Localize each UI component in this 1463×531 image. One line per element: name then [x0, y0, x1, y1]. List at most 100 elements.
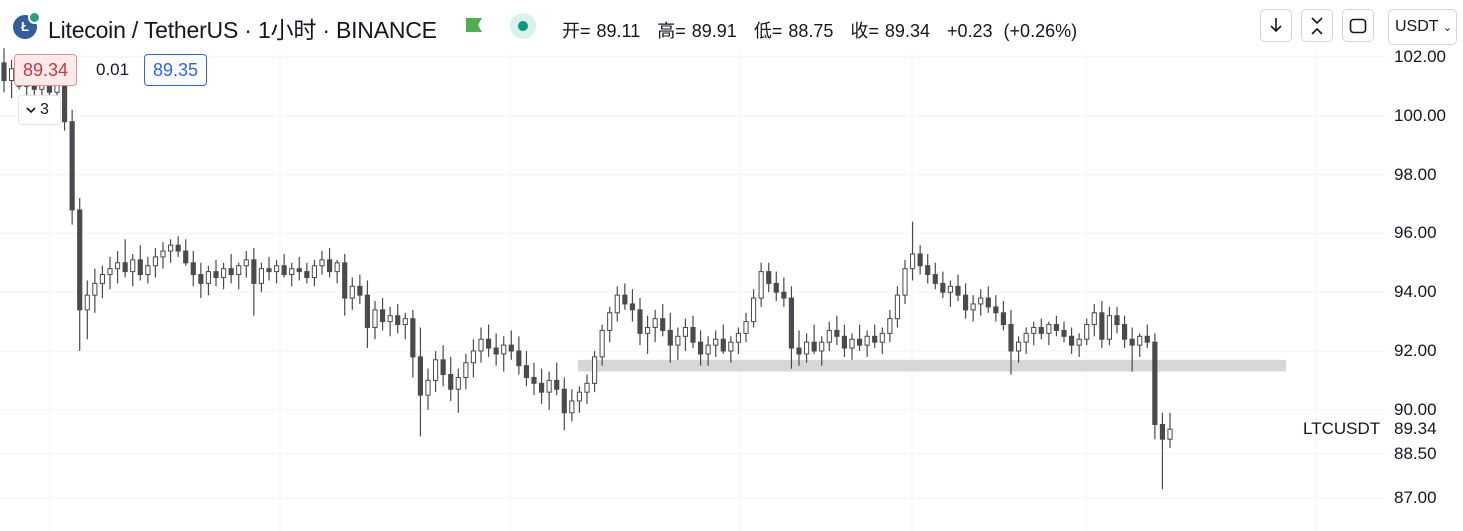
symbol-title[interactable]: Litecoin / TetherUS · 1小时 · BINANCE	[48, 17, 437, 43]
candle[interactable]	[266, 256, 272, 281]
candle[interactable]	[220, 262, 227, 290]
candle[interactable]	[894, 286, 901, 328]
candle[interactable]	[917, 245, 923, 275]
candle[interactable]	[1053, 315, 1060, 337]
candle[interactable]	[1114, 306, 1120, 334]
candle[interactable]	[909, 221, 916, 281]
candle[interactable]	[425, 368, 431, 410]
candle[interactable]	[637, 298, 643, 346]
candle[interactable]	[1068, 327, 1075, 354]
candle[interactable]	[236, 262, 242, 290]
candle[interactable]	[493, 333, 499, 366]
candle[interactable]	[531, 362, 537, 396]
candle[interactable]	[1076, 333, 1082, 357]
candle[interactable]	[501, 336, 507, 372]
candle[interactable]	[803, 333, 810, 363]
candle[interactable]	[591, 351, 598, 393]
candle[interactable]	[448, 356, 454, 401]
candle[interactable]	[326, 248, 333, 278]
candle[interactable]	[1023, 327, 1029, 354]
candle[interactable]	[554, 362, 560, 396]
candle[interactable]	[1137, 333, 1143, 357]
candle[interactable]	[289, 262, 295, 287]
candle[interactable]	[364, 280, 371, 349]
candle[interactable]	[1, 48, 7, 93]
candle[interactable]	[947, 280, 954, 307]
candle[interactable]	[258, 262, 265, 293]
candle[interactable]	[675, 327, 681, 360]
candle[interactable]	[251, 248, 257, 316]
candle[interactable]	[228, 253, 234, 284]
candle[interactable]	[175, 236, 181, 257]
candle[interactable]	[856, 324, 863, 351]
candle[interactable]	[296, 256, 302, 281]
candle[interactable]	[713, 330, 719, 357]
candle[interactable]	[569, 389, 575, 422]
candle[interactable]	[470, 339, 477, 378]
candle[interactable]	[440, 345, 446, 387]
candle[interactable]	[160, 242, 166, 269]
candle[interactable]	[395, 303, 401, 334]
candle[interactable]	[849, 333, 855, 360]
candle[interactable]	[584, 374, 590, 404]
candle[interactable]	[1106, 306, 1113, 346]
candle[interactable]	[1015, 336, 1022, 363]
candle[interactable]	[190, 251, 196, 287]
candle[interactable]	[410, 309, 416, 378]
candle[interactable]	[107, 256, 113, 290]
candle[interactable]	[970, 295, 976, 322]
candle[interactable]	[1046, 321, 1052, 346]
candle[interactable]	[417, 327, 424, 437]
candle[interactable]	[644, 315, 651, 354]
candle[interactable]	[213, 259, 219, 287]
candle[interactable]	[349, 277, 355, 310]
candle[interactable]	[834, 315, 840, 346]
candle[interactable]	[152, 248, 159, 278]
candle[interactable]	[1144, 324, 1150, 349]
buy-price-button[interactable]: 89.35	[144, 54, 208, 86]
candle[interactable]	[599, 324, 605, 366]
candle[interactable]	[1099, 301, 1105, 349]
candle[interactable]	[629, 289, 636, 322]
candle[interactable]	[993, 295, 999, 322]
candle[interactable]	[728, 336, 734, 363]
flag-icon[interactable]	[465, 17, 483, 33]
candle[interactable]	[1129, 327, 1135, 372]
candle[interactable]	[432, 351, 439, 393]
candle[interactable]	[8, 59, 15, 99]
candle[interactable]	[826, 321, 832, 351]
candle[interactable]	[819, 336, 825, 366]
candle[interactable]	[576, 386, 583, 413]
candle[interactable]	[743, 312, 749, 343]
candle[interactable]	[508, 330, 514, 360]
candle[interactable]	[130, 253, 136, 287]
candle[interactable]	[841, 324, 848, 357]
candle[interactable]	[77, 198, 83, 351]
candle[interactable]	[1159, 412, 1166, 490]
candle[interactable]	[781, 277, 787, 307]
candle[interactable]	[1038, 318, 1044, 340]
candle[interactable]	[667, 312, 673, 363]
candle[interactable]	[705, 336, 711, 366]
candle[interactable]	[766, 262, 772, 293]
candle[interactable]	[92, 268, 98, 313]
candle[interactable]	[145, 256, 151, 284]
candle[interactable]	[455, 368, 461, 413]
candle[interactable]	[697, 330, 704, 366]
candle[interactable]	[183, 239, 189, 266]
candle[interactable]	[69, 109, 75, 225]
candle[interactable]	[273, 259, 280, 284]
candle[interactable]	[1008, 309, 1014, 375]
candle[interactable]	[523, 351, 530, 387]
candle[interactable]	[205, 265, 212, 296]
candle[interactable]	[955, 274, 961, 302]
candle[interactable]	[319, 251, 325, 275]
candle[interactable]	[985, 286, 991, 313]
candle[interactable]	[607, 306, 613, 343]
candle[interactable]	[1167, 412, 1173, 449]
candle[interactable]	[311, 259, 318, 287]
candle[interactable]	[614, 286, 620, 322]
candle[interactable]	[682, 318, 689, 351]
candle[interactable]	[342, 253, 348, 316]
candle[interactable]	[137, 245, 143, 281]
